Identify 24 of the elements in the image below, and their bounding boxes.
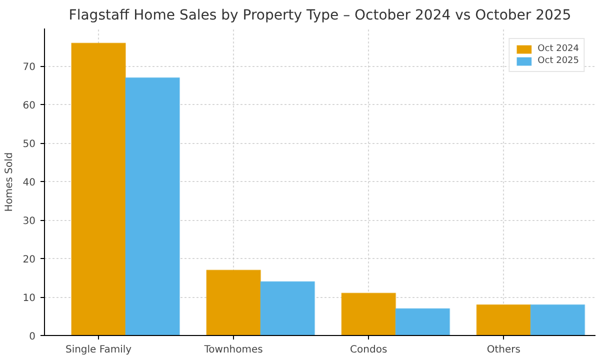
bar bbox=[395, 308, 450, 336]
bar bbox=[206, 270, 262, 336]
y-tick-label: 0 bbox=[29, 332, 36, 342]
x-tick-label: Single Family bbox=[65, 344, 132, 356]
bar bbox=[125, 77, 180, 336]
legend-label: Oct 2025 bbox=[538, 56, 579, 66]
x-tick-label: Others bbox=[486, 344, 520, 356]
y-tick-label: 40 bbox=[22, 178, 36, 189]
y-tick-label: 60 bbox=[22, 100, 36, 112]
bar bbox=[476, 304, 532, 336]
y-tick-label: 70 bbox=[22, 62, 36, 74]
y-tick-label: 30 bbox=[22, 216, 36, 228]
y-tick-label: 50 bbox=[22, 139, 36, 150]
bar bbox=[260, 281, 316, 336]
bar bbox=[530, 304, 586, 336]
bar bbox=[71, 42, 126, 336]
y-tick-label: 20 bbox=[22, 254, 36, 266]
chart-title: Flagstaff Home Sales by Property Type – October 2024 vs October 2025 bbox=[68, 8, 572, 24]
x-tick-label: Condos bbox=[350, 344, 388, 356]
x-tick-label: Townhomes bbox=[203, 344, 263, 356]
y-axis-title: Homes Sold bbox=[4, 152, 15, 212]
legend-label: Oct 2024 bbox=[538, 44, 579, 54]
y-tick-label: 10 bbox=[22, 293, 36, 304]
bar bbox=[341, 292, 396, 336]
